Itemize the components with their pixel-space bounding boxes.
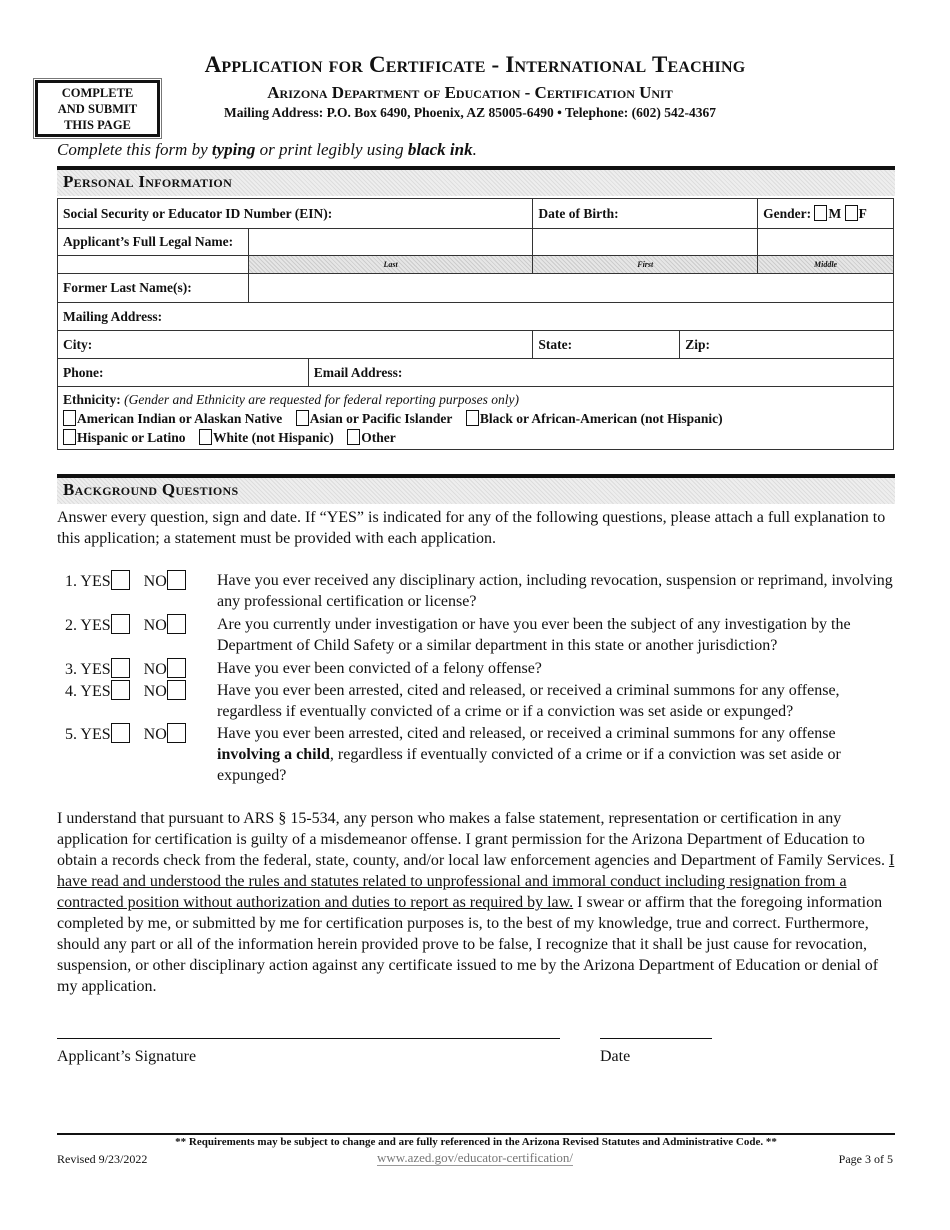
ethnicity-checkbox[interactable] xyxy=(295,410,309,426)
yes-checkbox[interactable] xyxy=(110,658,130,678)
date-label: Date xyxy=(600,1048,631,1065)
page-number: Page 3 of 5 xyxy=(838,1152,893,1166)
ethnicity-checkbox[interactable] xyxy=(347,429,361,445)
question-5: 5. YES NO Have you ever been arrested, ci… xyxy=(65,723,841,784)
revised-date: Revised 9/23/2022 xyxy=(57,1152,148,1166)
former-name-input[interactable] xyxy=(247,273,895,303)
city-field[interactable]: City: xyxy=(56,330,534,359)
yes-checkbox[interactable] xyxy=(110,570,130,590)
no-checkbox[interactable] xyxy=(166,614,186,634)
ethnicity-field: Ethnicity: (Gender and Ethnicity are req… xyxy=(57,386,894,450)
footer-divider xyxy=(57,1133,895,1135)
yes-checkbox[interactable] xyxy=(110,614,130,634)
question-3: 3. YES NO Have you ever been convicted of… xyxy=(65,658,542,678)
question-2: 2. YES NO Are you currently under investi… xyxy=(65,614,851,654)
ethnicity-checkbox[interactable] xyxy=(199,429,213,445)
section-personal-information: Personal Information xyxy=(57,166,895,196)
submit-box: COMPLETE AND SUBMIT THIS PAGE xyxy=(33,78,162,139)
instructions: Complete this form by typing or print le… xyxy=(57,140,477,159)
gender-f-checkbox[interactable] xyxy=(844,205,858,221)
form-title: Application for Certificate - Internatio… xyxy=(204,52,746,77)
yes-checkbox[interactable] xyxy=(110,680,130,700)
signature-label: Applicant’s Signature xyxy=(57,1048,197,1065)
gender-m-checkbox[interactable] xyxy=(814,205,828,221)
website-link[interactable]: www.azed.gov/educator-certification/ xyxy=(377,1150,573,1166)
ethnicity-checkbox[interactable] xyxy=(63,429,76,445)
zip-field[interactable]: Zip: xyxy=(679,330,894,359)
ssn-field[interactable]: Social Security or Educator ID Number (E… xyxy=(56,198,534,229)
gender-field: Gender: M F xyxy=(757,198,894,229)
phone-field[interactable]: Phone: xyxy=(57,358,309,387)
section-background-questions: Background Questions xyxy=(57,474,895,504)
ethnicity-checkbox[interactable] xyxy=(465,410,479,426)
state-field[interactable]: State: xyxy=(532,330,681,359)
question-4: 4. YES NO Have you ever been arrested, ci… xyxy=(65,680,840,720)
yes-checkbox[interactable] xyxy=(110,723,130,743)
date-line[interactable] xyxy=(600,1038,712,1039)
email-field[interactable]: Email Address: xyxy=(307,358,895,387)
ethnicity-checkbox[interactable] xyxy=(63,410,76,426)
signature-line[interactable] xyxy=(57,1038,560,1039)
no-checkbox[interactable] xyxy=(166,680,186,700)
no-checkbox[interactable] xyxy=(166,570,186,590)
form-subtitle: Arizona Department of Education - Certif… xyxy=(267,83,673,102)
first-name-input[interactable] xyxy=(532,228,759,256)
middle-name-input[interactable] xyxy=(757,228,894,256)
no-checkbox[interactable] xyxy=(166,658,186,678)
footer-note: ** Requirements may be subject to change… xyxy=(175,1136,777,1148)
last-name-input[interactable] xyxy=(247,228,534,256)
personal-info-table: Social Security or Educator ID Number (E… xyxy=(56,198,895,450)
full-name-label: Applicant’s Full Legal Name: xyxy=(57,228,249,256)
last-caption: Last xyxy=(247,255,534,274)
middle-caption: Middle xyxy=(757,255,894,274)
dob-field[interactable]: Date of Birth: xyxy=(532,198,759,229)
no-checkbox[interactable] xyxy=(166,723,186,743)
question-1: 1. YES NO Have you ever received any disc… xyxy=(65,570,893,610)
certification-statement: I understand that pursuant to ARS § 15-5… xyxy=(57,810,895,995)
submit-box-line: THIS PAGE xyxy=(64,118,131,132)
submit-box-line: COMPLETE xyxy=(61,86,134,100)
mailing-address-field[interactable]: Mailing Address: xyxy=(57,302,894,331)
submit-box-line: AND SUBMIT xyxy=(57,102,138,116)
former-name-label: Former Last Name(s): xyxy=(57,273,249,303)
first-caption: First xyxy=(532,255,759,274)
background-intro: Answer every question, sign and date. If… xyxy=(57,509,886,547)
mailing-address: Mailing Address: P.O. Box 6490, Phoenix,… xyxy=(224,105,716,120)
